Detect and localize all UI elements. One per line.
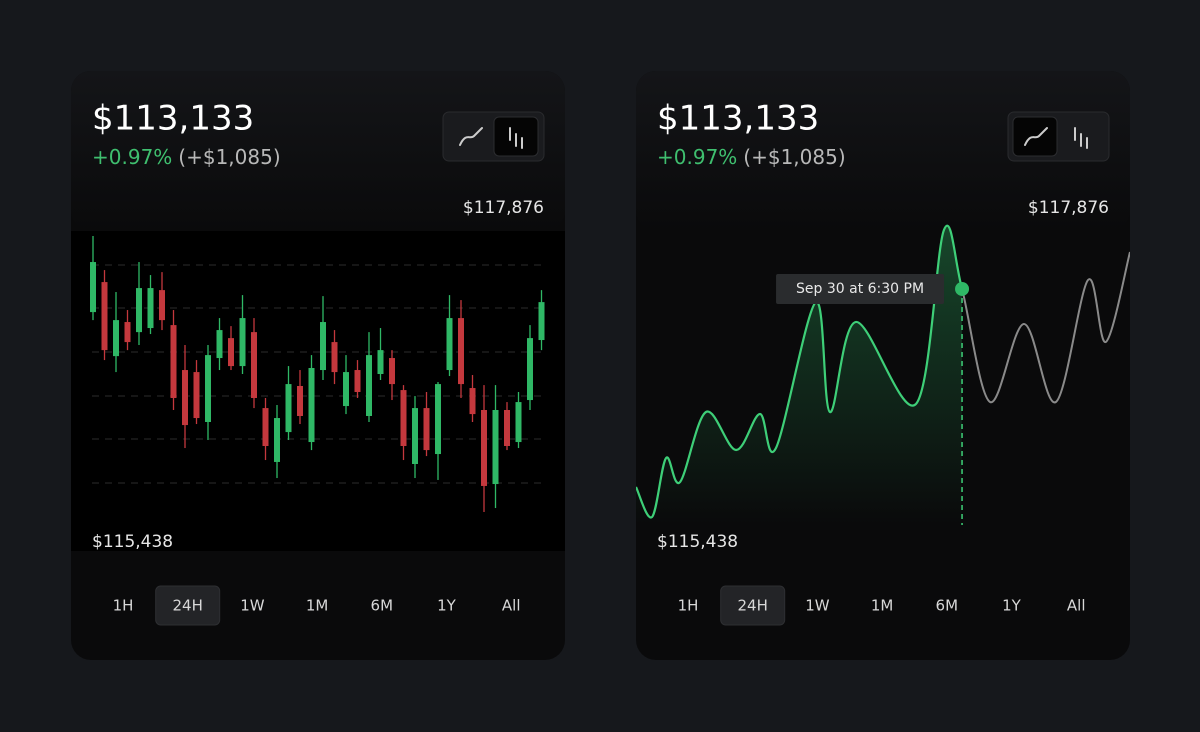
candle-body [239, 318, 246, 367]
candle-body [366, 355, 372, 416]
candle-body [423, 408, 430, 451]
cursor-dot [955, 281, 970, 296]
tooltip-label: Sep 30 at 6:30 PM [796, 281, 924, 297]
card-header-bg [636, 71, 1130, 231]
timeframe-selected [155, 585, 221, 626]
candle-body [481, 410, 487, 486]
candle-body [124, 322, 131, 343]
candle-body [412, 408, 418, 464]
candle-body [297, 386, 303, 416]
timeframe-button[interactable]: 1W [240, 597, 265, 615]
candle-body [228, 338, 234, 367]
candle-body [101, 282, 108, 351]
line-chart [636, 224, 1130, 525]
area-fill [636, 225, 963, 525]
candle-body [389, 358, 395, 385]
candle-body [504, 410, 510, 446]
timeframe-button[interactable]: 24H [173, 597, 203, 615]
high-label: $117,876 [1028, 198, 1109, 218]
candle-body [446, 318, 453, 371]
candle-body [331, 342, 338, 373]
timeframe-button[interactable]: 1H [678, 597, 699, 615]
change: +0.97% (+$1,085) [92, 145, 281, 169]
candle-body [354, 370, 361, 392]
candle-body [274, 418, 280, 462]
price: $113,133 [92, 99, 254, 139]
candle-body [170, 325, 177, 398]
timeframe-button[interactable]: 1H [113, 597, 134, 615]
candle-body [469, 388, 476, 415]
line-icon[interactable] [459, 127, 483, 146]
candle-body [147, 288, 154, 329]
change-absolute: (+$1,085) [178, 145, 280, 169]
timeframe-button[interactable]: 1M [306, 597, 329, 615]
low-label: $115,438 [92, 532, 173, 552]
change-percent: +0.97% [657, 145, 737, 169]
candle-body [113, 320, 119, 357]
chart-bg [71, 231, 565, 551]
line-inactive [961, 251, 1130, 404]
candle-body [308, 368, 315, 443]
timeframe-button[interactable]: 1M [871, 597, 894, 615]
timeframe-button[interactable]: 24H [738, 597, 768, 615]
candle-body [320, 322, 326, 371]
tooltip-bg [776, 273, 945, 304]
change-absolute: (+$1,085) [743, 145, 845, 169]
timeframe-button[interactable]: 6M [371, 597, 394, 615]
candle-body [400, 390, 407, 446]
candle-body [285, 384, 292, 433]
timeframe-button[interactable]: All [502, 597, 521, 615]
candle-body [492, 410, 499, 485]
timeframe-button[interactable]: 1Y [437, 597, 457, 615]
timeframe-button[interactable]: 1W [805, 597, 830, 615]
low-label: $115,438 [657, 532, 738, 552]
candle-body [182, 370, 188, 426]
card: $113,133 +0.97% (+$1,085) $117,876 $115,438 1… [71, 71, 565, 660]
candle-body [377, 350, 384, 374]
card-header-bg [71, 71, 565, 231]
candle-body [262, 408, 269, 446]
candle-body [90, 262, 96, 313]
candle-body [136, 288, 142, 333]
price: $113,133 [657, 99, 819, 139]
candle-body [251, 332, 257, 398]
card: $113,133 +0.97% (+$1,085) $117,876 $115,438 1… [636, 71, 1130, 660]
line-icon[interactable] [1024, 127, 1048, 146]
candle-body [216, 330, 223, 359]
candle-body [435, 384, 441, 455]
candle-body [538, 302, 545, 341]
candle-body [527, 338, 533, 401]
change-percent: +0.97% [92, 145, 172, 169]
timeframe-button[interactable]: 6M [936, 597, 959, 615]
candle-body [159, 290, 165, 321]
high-label: $117,876 [463, 198, 544, 218]
candle-body [458, 318, 464, 385]
timeframe-button[interactable]: 1Y [1002, 597, 1022, 615]
candle-body [205, 355, 211, 422]
line-active [636, 224, 964, 519]
candle-body [343, 372, 349, 407]
change: +0.97% (+$1,085) [657, 145, 846, 169]
timeframe-selected [720, 585, 786, 626]
candle-body [193, 372, 200, 419]
candle-body [515, 402, 522, 443]
timeframe-button[interactable]: All [1067, 597, 1086, 615]
